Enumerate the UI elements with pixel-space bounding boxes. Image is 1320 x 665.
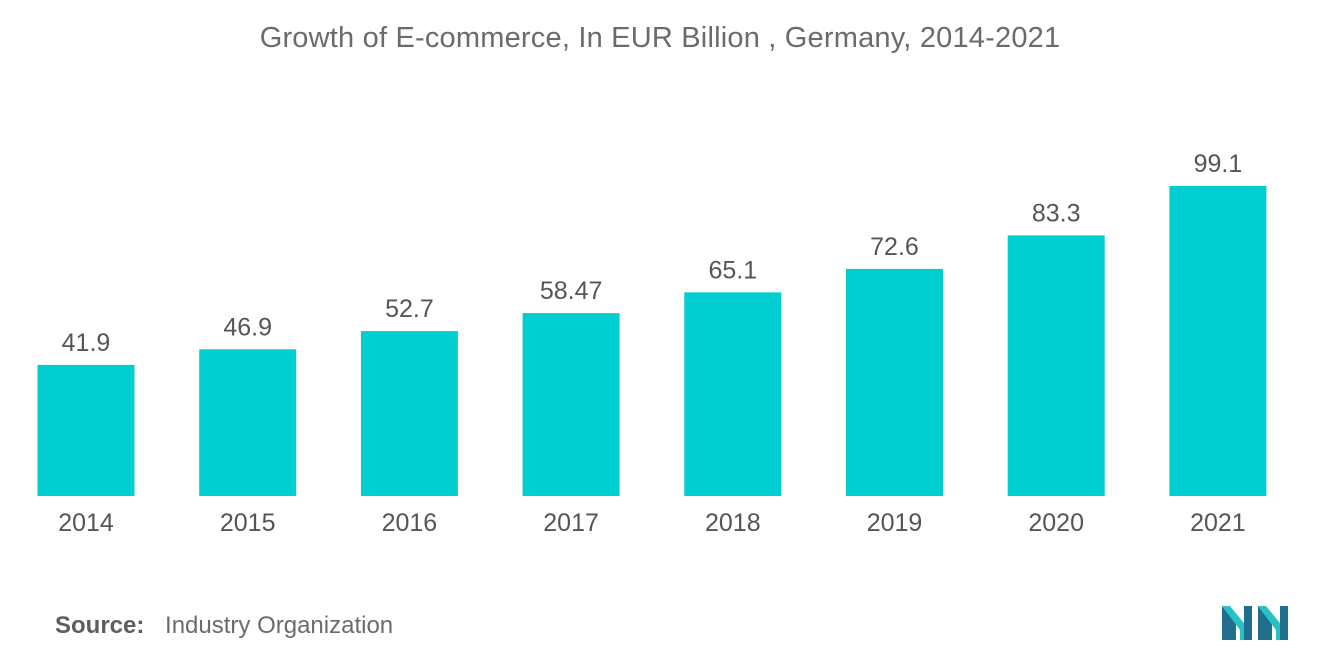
- x-tick-label-2014: 2014: [58, 509, 114, 537]
- x-tick-label-2020: 2020: [1028, 509, 1084, 537]
- x-tick-label-2017: 2017: [543, 509, 599, 537]
- x-tick-label-2015: 2015: [220, 509, 276, 537]
- value-label-2019: 72.6: [870, 233, 919, 261]
- value-label-2015: 46.9: [223, 313, 272, 341]
- bar-2016: [360, 331, 458, 496]
- bar-2018: [684, 292, 782, 496]
- value-label-2018: 65.1: [708, 256, 757, 284]
- source-text: Industry Organization: [165, 612, 394, 639]
- value-label-2021: 99.1: [1194, 150, 1243, 178]
- bar-2014: [37, 364, 135, 496]
- x-tick-label-2016: 2016: [382, 509, 438, 537]
- chart-title: Growth of E-commerce, In EUR Billion , G…: [259, 22, 1061, 54]
- bar-2021: [1169, 186, 1267, 496]
- value-label-2016: 52.7: [385, 295, 434, 323]
- source-note: Source: Industry Organization: [55, 612, 393, 640]
- source-label: Source:: [55, 612, 145, 639]
- bar-2017: [522, 313, 620, 496]
- bar-2019: [846, 268, 943, 496]
- bar-2020: [1007, 235, 1105, 496]
- x-tick-label-2019: 2019: [867, 509, 923, 537]
- value-label-2020: 83.3: [1032, 199, 1081, 227]
- mordor-intelligence-logo-icon: [1222, 606, 1288, 640]
- x-tick-label-2018: 2018: [705, 509, 761, 537]
- x-tick-label-2021: 2021: [1190, 509, 1246, 537]
- value-label-2017: 58.47: [540, 277, 603, 305]
- bar-2015: [199, 349, 297, 496]
- value-label-2014: 41.9: [62, 329, 111, 357]
